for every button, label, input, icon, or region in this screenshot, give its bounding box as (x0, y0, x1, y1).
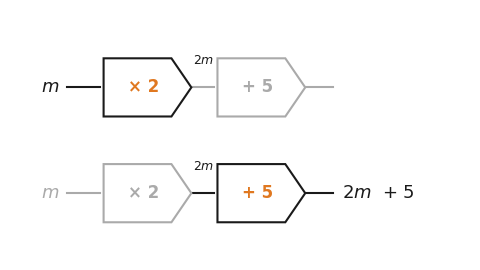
Text: × 2: × 2 (128, 78, 159, 96)
Text: + 5: + 5 (242, 184, 273, 202)
Polygon shape (104, 58, 192, 116)
Text: $2m$: $2m$ (193, 55, 214, 68)
Text: $2m$: $2m$ (193, 160, 214, 173)
Polygon shape (104, 164, 192, 222)
Text: + 5: + 5 (242, 78, 273, 96)
Text: $m$: $m$ (41, 78, 60, 96)
Polygon shape (217, 58, 305, 116)
Text: $m$: $m$ (41, 184, 60, 202)
Text: $+\ 5$: $+\ 5$ (383, 184, 415, 202)
Polygon shape (217, 164, 305, 222)
Text: $2m$: $2m$ (342, 184, 372, 202)
Text: × 2: × 2 (128, 184, 159, 202)
